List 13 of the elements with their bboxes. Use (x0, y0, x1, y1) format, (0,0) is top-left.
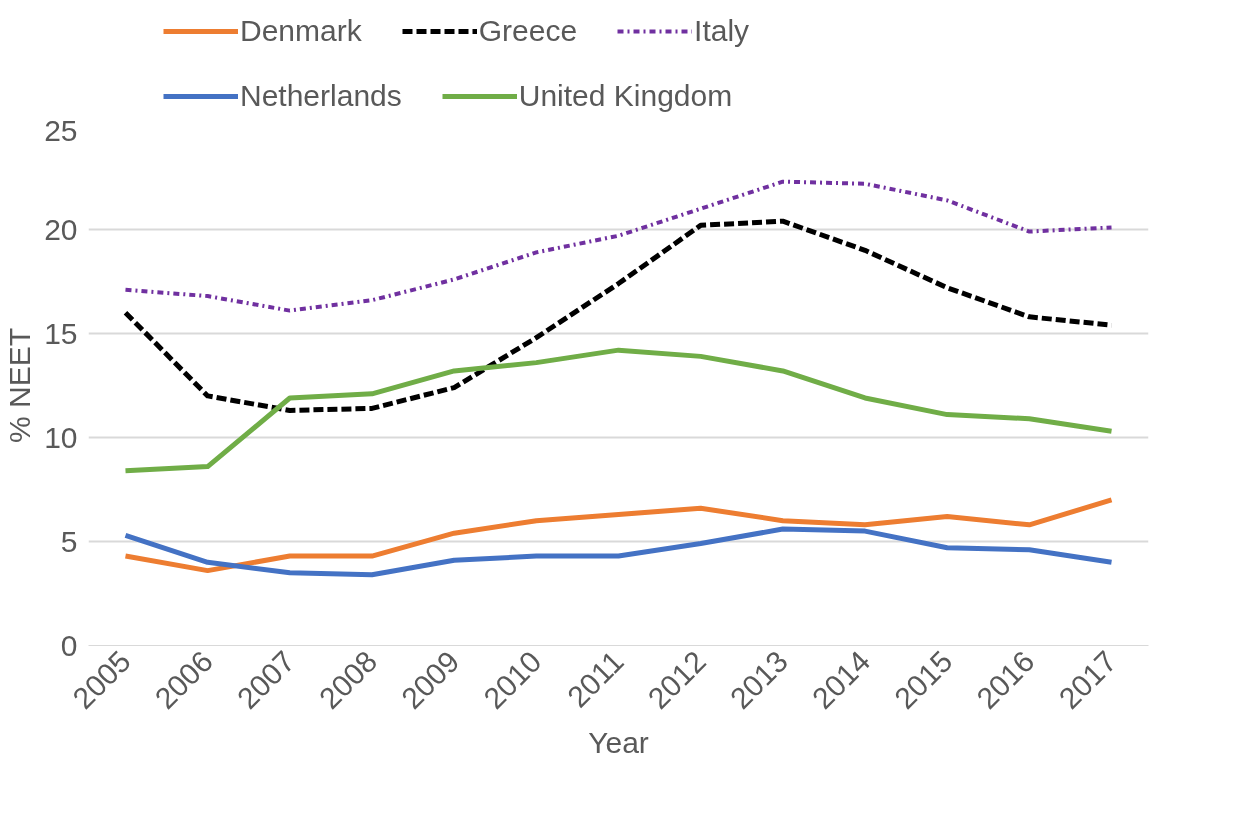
y-tick-label: 25 (44, 113, 78, 147)
y-tick-label: 20 (44, 212, 78, 246)
x-axis-title: Year (588, 725, 649, 759)
y-tick-label: 15 (44, 316, 78, 350)
line-series (123, 179, 1114, 313)
legend-label: Greece (478, 14, 578, 48)
legend-label: Italy (694, 14, 750, 48)
y-tick-label: 10 (44, 420, 78, 454)
y-axis-title: % NEET (3, 327, 37, 444)
legend-label: Denmark (240, 14, 362, 48)
legend-label: United Kingdom (518, 79, 733, 113)
y-tick-label: 5 (60, 524, 78, 558)
legend-label: Netherlands (240, 79, 402, 113)
